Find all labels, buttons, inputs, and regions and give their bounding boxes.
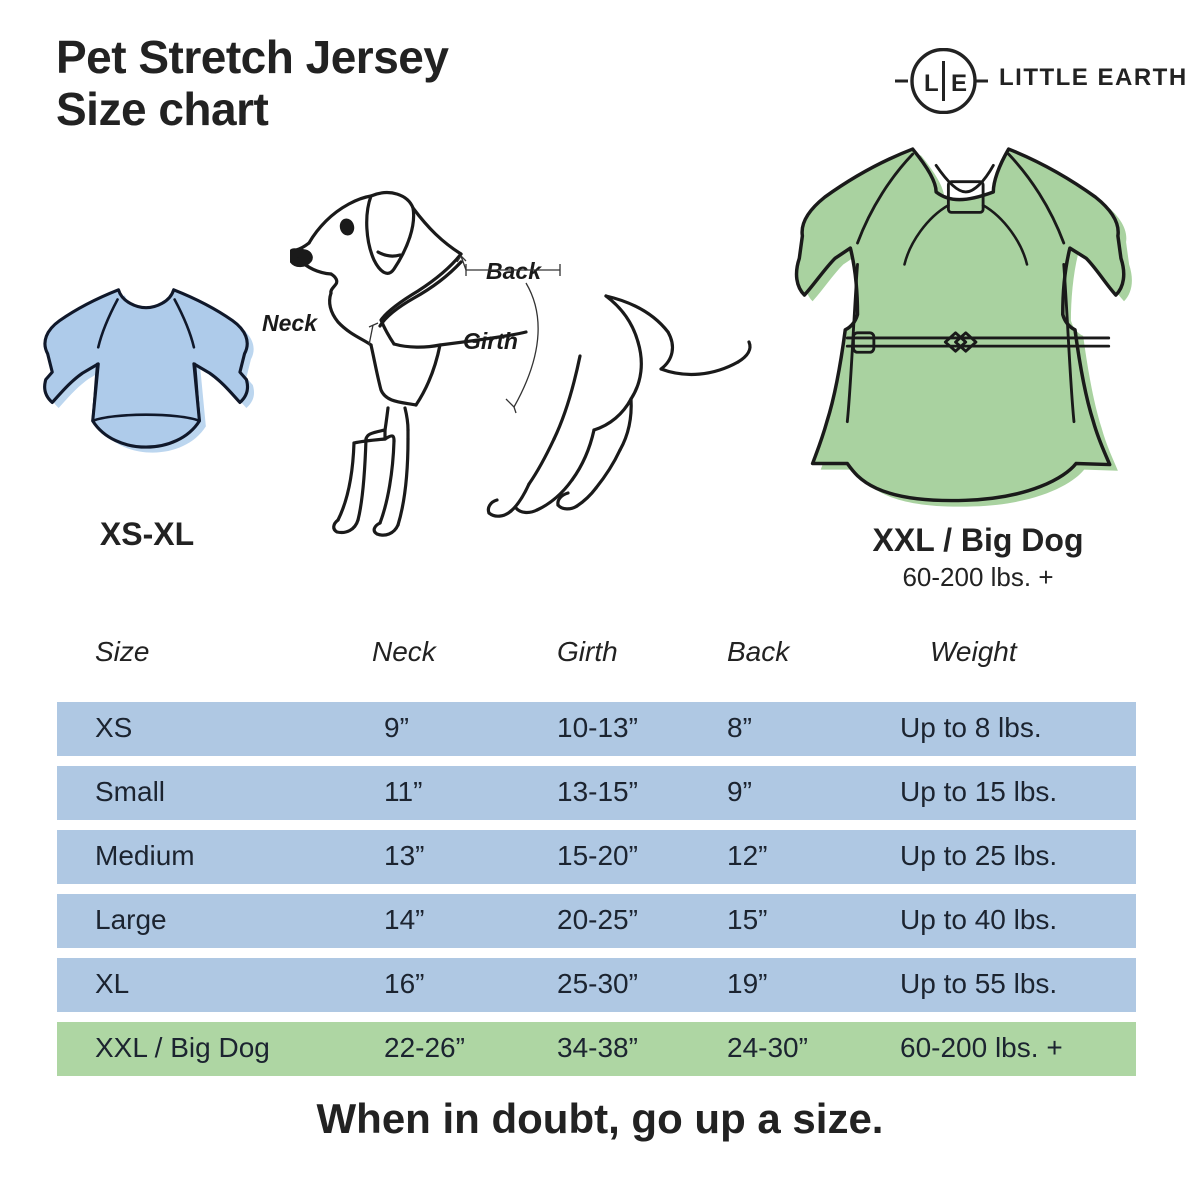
svg-text:E: E (951, 70, 967, 97)
svg-text:L: L (924, 70, 939, 97)
